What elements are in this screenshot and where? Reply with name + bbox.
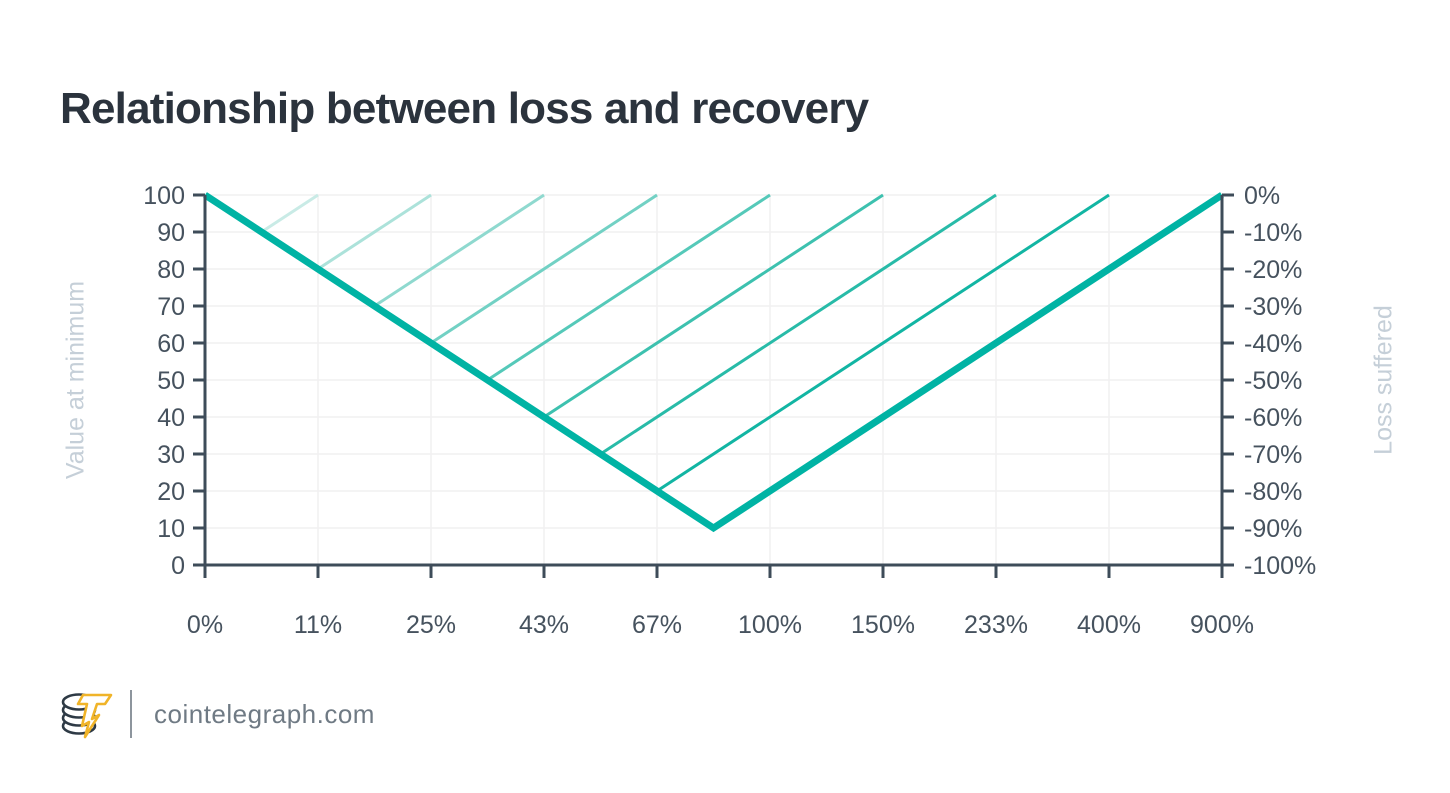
y-right-tick-label: -30% bbox=[1244, 293, 1302, 321]
y-right-tick-label: -60% bbox=[1244, 404, 1302, 432]
recovery-line-40pct bbox=[430, 193, 658, 345]
recovery-line-80pct bbox=[656, 193, 1110, 493]
y-left-tick-label: 60 bbox=[157, 330, 185, 358]
y-left-tick-label: 20 bbox=[157, 478, 185, 506]
y-left-tick-label: 100 bbox=[143, 182, 185, 210]
recovery-line-60pct bbox=[543, 193, 884, 419]
footer: cointelegraph.com bbox=[58, 686, 375, 742]
y-left-tick-label: 30 bbox=[157, 441, 185, 469]
y-right-tick-label: -80% bbox=[1244, 478, 1302, 506]
recovery-line-20pct bbox=[317, 193, 432, 271]
y-left-tick-label: 50 bbox=[157, 367, 185, 395]
recovery-line-70pct bbox=[599, 193, 997, 456]
y-left-tick-label: 80 bbox=[157, 256, 185, 284]
y-axis-right-title: Loss suffered bbox=[1369, 305, 1398, 455]
recovery-line-50pct bbox=[486, 193, 771, 382]
y-right-tick-label: -70% bbox=[1244, 441, 1302, 469]
x-tick-label: 900% bbox=[1190, 611, 1254, 639]
y-left-tick-label: 10 bbox=[157, 515, 185, 543]
y-axis-left-title: Value at minimum bbox=[61, 280, 90, 480]
y-right-tick-label: -100% bbox=[1244, 552, 1316, 580]
y-right-tick-label: -90% bbox=[1244, 515, 1302, 543]
recovery-line-30pct bbox=[373, 193, 545, 308]
loss-recovery-chart: 100 0%90 -10%80 -20%70 -30%60 -40%50 -50%40 -60… bbox=[143, 182, 1316, 639]
recovery-line-10pct bbox=[260, 193, 319, 234]
footer-divider bbox=[130, 690, 132, 738]
y-right-tick-label: -20% bbox=[1244, 256, 1302, 284]
y-left-tick-label: 0 bbox=[171, 552, 185, 580]
footer-site-label: cointelegraph.com bbox=[154, 698, 375, 729]
x-tick-label: 25% bbox=[406, 611, 456, 639]
x-tick-label: 11% bbox=[294, 611, 342, 639]
x-tick-label: 0% bbox=[187, 611, 223, 639]
x-tick-label: 400% bbox=[1077, 611, 1141, 639]
x-tick-label: 150% bbox=[851, 611, 915, 639]
value-at-minimum-line bbox=[203, 192, 1224, 533]
y-right-tick-label: -50% bbox=[1244, 367, 1302, 395]
y-right-tick-label: 0% bbox=[1244, 182, 1280, 210]
y-left-tick-label: 40 bbox=[157, 404, 185, 432]
x-tick-label: 67% bbox=[632, 611, 682, 639]
y-left-tick-label: 90 bbox=[157, 219, 185, 247]
page-title: Relationship between loss and recovery bbox=[60, 84, 869, 134]
x-tick-label: 43% bbox=[519, 611, 569, 639]
cointelegraph-logo-icon bbox=[61, 693, 113, 739]
x-tick-label: 100% bbox=[738, 611, 802, 639]
x-tick-label: 233% bbox=[964, 611, 1028, 639]
y-left-tick-label: 70 bbox=[157, 293, 185, 321]
lightning-bolt-icon bbox=[76, 693, 113, 739]
y-right-tick-label: -40% bbox=[1244, 330, 1302, 358]
y-right-tick-label: -10% bbox=[1244, 219, 1302, 247]
